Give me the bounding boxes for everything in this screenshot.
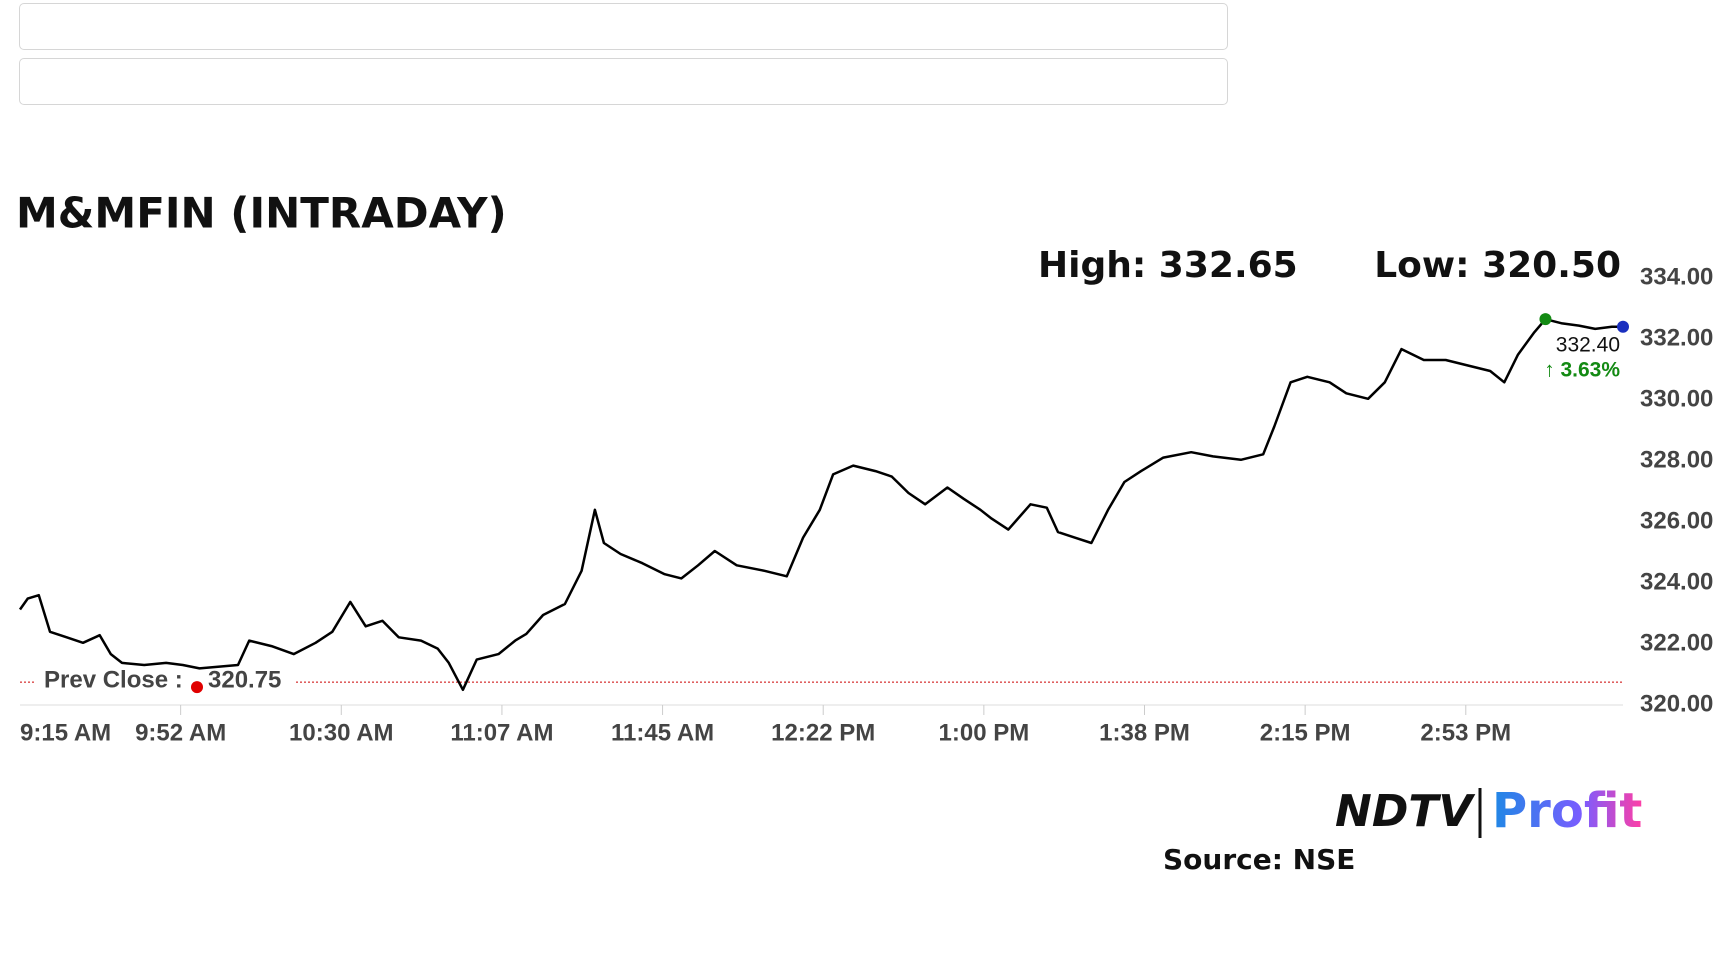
prev-close-label: Prev Close :	[44, 666, 183, 693]
high-dot	[1539, 313, 1552, 326]
y-tick-label: 320.00	[1640, 690, 1713, 717]
y-tick-label: 324.00	[1640, 568, 1713, 595]
prev-close-value: 320.75	[208, 666, 281, 693]
low-label: Low: 320.50	[1374, 245, 1621, 286]
y-tick-label: 322.00	[1640, 629, 1713, 656]
logo-profit: Profit	[1492, 783, 1642, 839]
logo-ndtv: NDTV	[1335, 786, 1475, 837]
x-tick-label: 11:07 AM	[450, 719, 553, 746]
last-dot	[1617, 320, 1629, 333]
x-tick-label: 12:22 PM	[771, 719, 875, 746]
prev-close-dot	[191, 681, 203, 694]
x-tick-label: 10:30 AM	[289, 719, 393, 746]
source: Source: NSE	[1163, 843, 1355, 876]
y-tick-label: 330.00	[1640, 385, 1713, 412]
x-tick-label: 2:15 PM	[1260, 719, 1351, 746]
x-tick-label: 11:45 AM	[611, 719, 714, 746]
prev-close-bg	[36, 664, 294, 697]
x-tick-label: 9:15 AM	[20, 719, 111, 746]
last-price: 332.40	[1556, 334, 1620, 357]
change-label: ↑ 3.63%	[1544, 359, 1620, 382]
x-tick-label: 2:53 PM	[1420, 719, 1511, 746]
price-line	[18, 317, 1623, 692]
x-tick-label: 1:00 PM	[939, 719, 1030, 746]
y-tick-label: 326.00	[1640, 507, 1713, 534]
y-tick-label: 334.00	[1640, 263, 1713, 290]
high-label: High: 332.65	[1038, 245, 1298, 286]
y-tick-label: 332.00	[1640, 324, 1713, 351]
input-box[interactable]	[19, 58, 1228, 105]
chart-title: M&MFIN (INTRADAY)	[16, 189, 507, 238]
x-tick-label: 9:52 AM	[135, 719, 226, 746]
x-tick-label: 1:38 PM	[1099, 719, 1190, 746]
y-tick-label: 328.00	[1640, 446, 1713, 473]
input-box[interactable]	[19, 3, 1228, 50]
